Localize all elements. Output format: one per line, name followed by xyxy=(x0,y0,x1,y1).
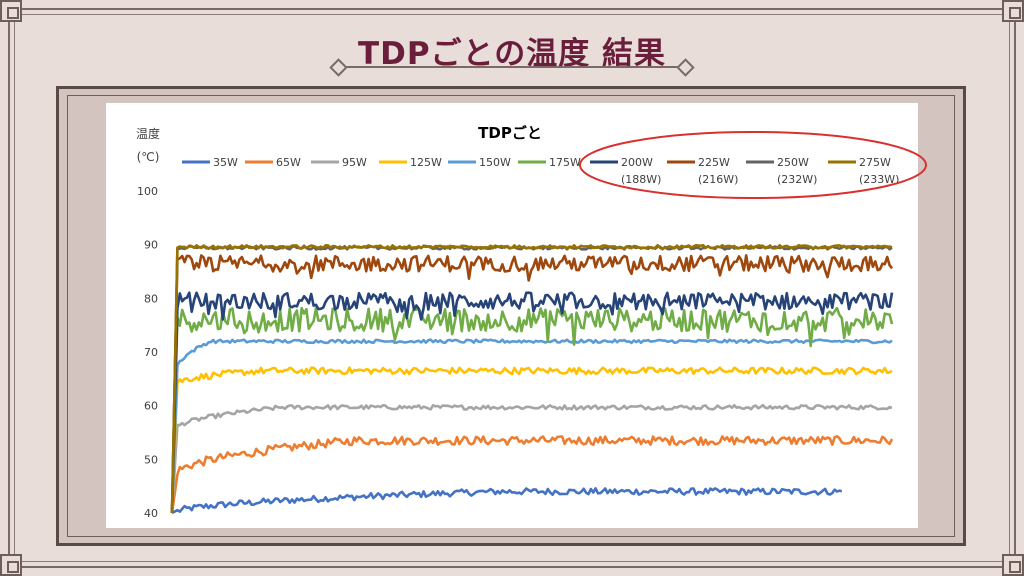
y-tick-label: 40 xyxy=(144,507,158,520)
y-axis-ticks: 40 50 60 70 80 90 100 xyxy=(137,185,158,520)
y-tick-label: 60 xyxy=(144,400,158,413)
y-tick-label: 100 xyxy=(137,185,158,198)
corner-ornament-bottom-left xyxy=(0,554,22,576)
corner-ornament-top-right xyxy=(1002,0,1024,22)
y-tick-label: 80 xyxy=(144,292,158,305)
series-line-275W xyxy=(170,243,893,514)
slide-border-inner xyxy=(14,14,1010,562)
series-line-175W xyxy=(170,306,894,514)
legend: 35W 65W 95W 125W 150W 175W 200W (188W) 225W (216W… xyxy=(182,156,899,186)
legend-label-150W: 150W xyxy=(479,156,511,169)
y-axis-label: 温度 xyxy=(136,126,160,141)
legend-sublabel-225W: (216W) xyxy=(698,173,738,186)
y-tick-label: 70 xyxy=(144,346,158,359)
slide-border-outer xyxy=(8,8,1016,568)
y-tick-label: 90 xyxy=(144,239,158,252)
legend-label-35W: 35W xyxy=(213,156,238,169)
corner-ornament-top-left xyxy=(0,0,22,22)
legend-label-275W: 275W xyxy=(859,156,891,169)
y-tick-label: 50 xyxy=(144,453,158,466)
legend-label-225W: 225W xyxy=(698,156,730,169)
series-line-35W xyxy=(171,487,843,515)
legend-label-65W: 65W xyxy=(276,156,301,169)
legend-label-125W: 125W xyxy=(410,156,442,169)
legend-sublabel-200W: (188W) xyxy=(621,173,661,186)
series-lines xyxy=(170,243,894,515)
legend-sublabel-275W: (233W) xyxy=(859,173,899,186)
chart-title: TDPごと xyxy=(478,124,542,142)
corner-ornament-bottom-right xyxy=(1002,554,1024,576)
legend-highlight-ellipse xyxy=(579,131,927,199)
series-line-200W xyxy=(170,291,894,514)
series-line-65W xyxy=(170,435,894,514)
legend-sublabel-250W: (232W) xyxy=(777,173,817,186)
series-line-95W xyxy=(170,403,893,514)
legend-label-200W: 200W xyxy=(621,156,653,169)
slide-title-block: TDPごとの温度 結果 xyxy=(329,28,695,78)
y-axis-unit: (℃) xyxy=(137,150,160,164)
legend-label-95W: 95W xyxy=(342,156,367,169)
title-underline xyxy=(344,66,680,68)
series-line-150W xyxy=(170,338,893,514)
series-line-125W xyxy=(170,366,893,514)
series-line-250W xyxy=(170,245,893,514)
legend-label-175W: 175W xyxy=(549,156,581,169)
legend-label-250W: 250W xyxy=(777,156,809,169)
series-line-225W xyxy=(170,254,894,514)
